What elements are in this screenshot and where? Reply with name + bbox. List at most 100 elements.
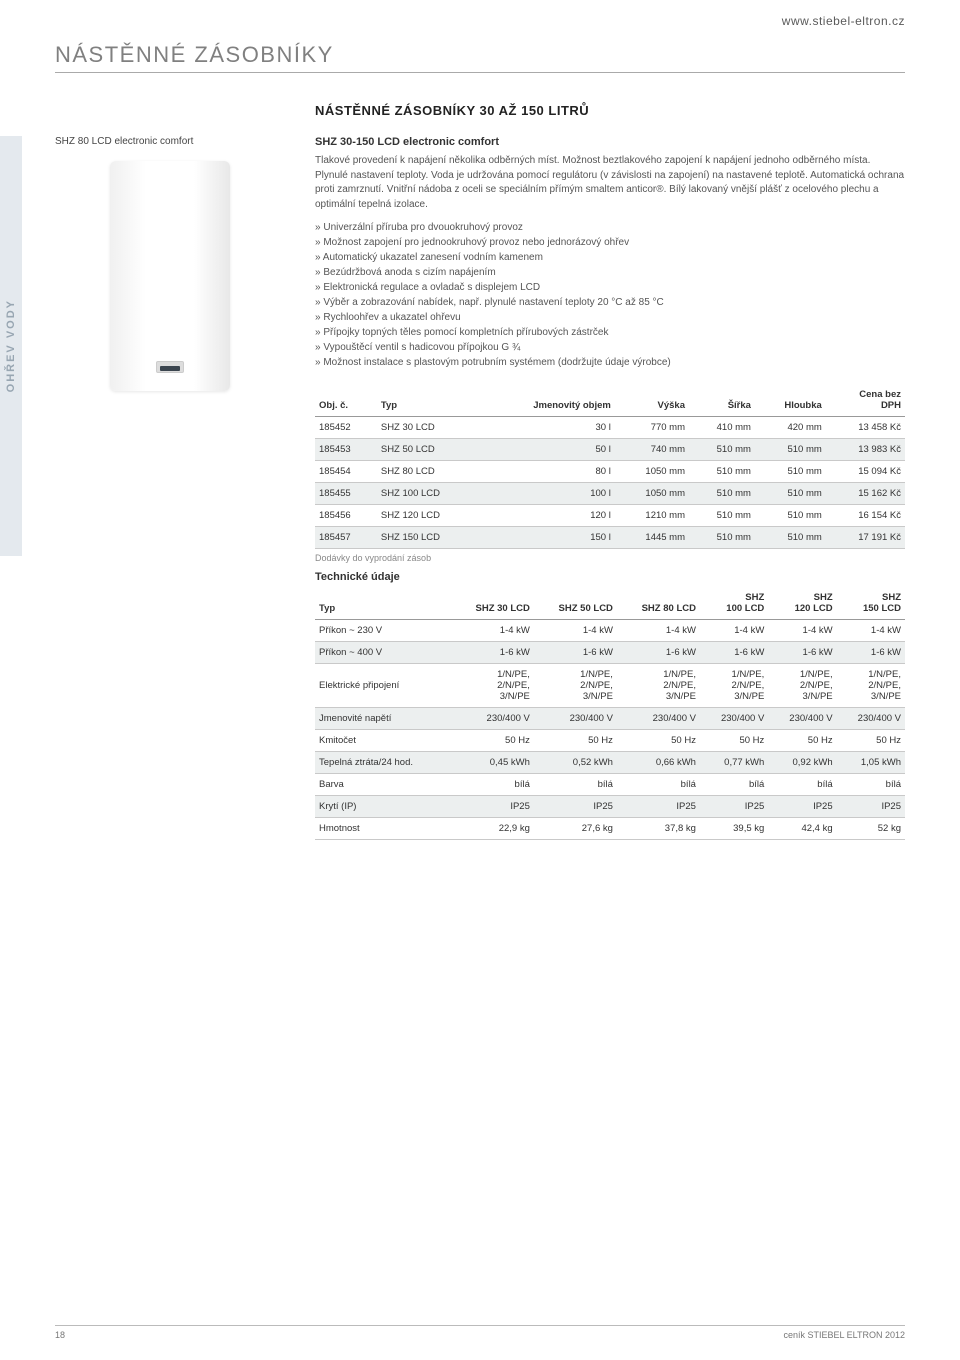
products-th: Hloubka [755,384,826,417]
table-cell: 510 mm [689,461,755,483]
table-cell: SHZ 30 LCD [377,417,482,439]
category-title: NÁSTĚNNÉ ZÁSOBNÍKY [55,42,905,68]
table-cell: Jmenovité napětí [315,708,451,730]
feature-item: Výběr a zobrazování nabídek, např. plynu… [315,295,905,310]
sidebar-tab: OHŘEV VODY [0,136,22,556]
table-cell: 1-4 kW [700,620,768,642]
table-cell: 150 l [481,527,614,549]
table-cell: 1-4 kW [534,620,617,642]
table-cell: 1/N/PE,2/N/PE,3/N/PE [617,664,700,708]
table-cell: 15 162 Kč [826,483,905,505]
table-row: 185452SHZ 30 LCD30 l770 mm410 mm420 mm13… [315,417,905,439]
table-cell: IP25 [837,796,905,818]
product-description: Tlakové provedení k napájení několika od… [315,154,905,212]
delivery-note: Dodávky do vyprodání zásob [315,553,905,563]
tech-th: Typ [315,587,451,620]
table-cell: bílá [837,774,905,796]
tech-th: SHZ100 LCD [700,587,768,620]
table-cell: 1210 mm [615,505,689,527]
table-cell: 410 mm [689,417,755,439]
table-cell: 185454 [315,461,377,483]
tech-th: SHZ120 LCD [768,587,836,620]
tech-th: SHZ 30 LCD [451,587,534,620]
tech-th: SHZ150 LCD [837,587,905,620]
table-cell: 42,4 kg [768,818,836,840]
table-cell: 230/400 V [837,708,905,730]
table-cell: 185456 [315,505,377,527]
footer-text: ceník STIEBEL ELTRON 2012 [783,1330,905,1340]
table-cell: 52 kg [837,818,905,840]
title-divider [55,72,905,73]
table-cell: Elektrické připojení [315,664,451,708]
table-row: Hmotnost22,9 kg27,6 kg37,8 kg39,5 kg42,4… [315,818,905,840]
table-cell: 510 mm [689,483,755,505]
table-cell: 1-6 kW [837,642,905,664]
feature-item: Bezúdržbová anoda s cizím napájením [315,265,905,280]
tech-th: SHZ 80 LCD [617,587,700,620]
product-code: SHZ 30-150 LCD electronic comfort [315,136,905,148]
table-cell: Krytí (IP) [315,796,451,818]
table-cell: 1/N/PE,2/N/PE,3/N/PE [837,664,905,708]
table-cell: 1-6 kW [768,642,836,664]
table-cell: 1-4 kW [617,620,700,642]
product-image [110,161,230,391]
feature-item: Rychloohřev a ukazatel ohřevu [315,310,905,325]
table-row: Kmitočet50 Hz50 Hz50 Hz50 Hz50 Hz50 Hz [315,730,905,752]
table-cell: 420 mm [755,417,826,439]
table-cell: SHZ 150 LCD [377,527,482,549]
table-cell: Příkon ~ 230 V [315,620,451,642]
products-th: Typ [377,384,482,417]
table-cell: 510 mm [755,505,826,527]
table-cell: 100 l [481,483,614,505]
table-row: 185453SHZ 50 LCD50 l740 mm510 mm510 mm13… [315,439,905,461]
table-cell: bílá [534,774,617,796]
table-row: 185456SHZ 120 LCD120 l1210 mm510 mm510 m… [315,505,905,527]
table-row: Barvabílábílábílábílábílábílá [315,774,905,796]
feature-item: Vypouštěcí ventil s hadicovou přípojkou … [315,340,905,355]
table-cell: IP25 [451,796,534,818]
page-number: 18 [55,1330,65,1340]
table-cell: 1050 mm [615,461,689,483]
table-row: Elektrické připojení1/N/PE,2/N/PE,3/N/PE… [315,664,905,708]
table-cell: IP25 [768,796,836,818]
table-row: 185457SHZ 150 LCD150 l1445 mm510 mm510 m… [315,527,905,549]
table-row: Jmenovité napětí230/400 V230/400 V230/40… [315,708,905,730]
feature-item: Možnost instalace s plastovým potrubním … [315,355,905,370]
table-cell: 1,05 kWh [837,752,905,774]
table-cell: 16 154 Kč [826,505,905,527]
table-cell: bílá [451,774,534,796]
table-cell: 740 mm [615,439,689,461]
table-cell: 50 Hz [700,730,768,752]
products-th: Šířka [689,384,755,417]
table-cell: Kmitočet [315,730,451,752]
table-cell: 50 Hz [534,730,617,752]
products-table: Obj. č.TypJmenovitý objemVýškaŠířkaHloub… [315,384,905,549]
table-cell: 770 mm [615,417,689,439]
table-cell: 1-6 kW [451,642,534,664]
product-image-caption: SHZ 80 LCD electronic comfort [55,136,285,147]
sidebar-tab-label: OHŘEV VODY [5,299,17,392]
tech-table: TypSHZ 30 LCDSHZ 50 LCDSHZ 80 LCDSHZ100 … [315,587,905,840]
table-cell: 510 mm [755,461,826,483]
table-cell: Hmotnost [315,818,451,840]
table-cell: IP25 [617,796,700,818]
table-row: Krytí (IP)IP25IP25IP25IP25IP25IP25 [315,796,905,818]
table-cell: 185457 [315,527,377,549]
table-cell: 1/N/PE,2/N/PE,3/N/PE [768,664,836,708]
site-url: www.stiebel-eltron.cz [782,14,905,28]
feature-item: Přípojky topných těles pomocí kompletníc… [315,325,905,340]
feature-item: Univerzální příruba pro dvouokruhový pro… [315,220,905,235]
table-cell: 1/N/PE,2/N/PE,3/N/PE [451,664,534,708]
feature-item: Automatický ukazatel zanesení vodním kam… [315,250,905,265]
products-th: Obj. č. [315,384,377,417]
table-row: Příkon ~ 400 V1-6 kW1-6 kW1-6 kW1-6 kW1-… [315,642,905,664]
table-cell: 0,45 kWh [451,752,534,774]
table-cell: 50 l [481,439,614,461]
table-cell: 230/400 V [617,708,700,730]
table-cell: Barva [315,774,451,796]
table-cell: 230/400 V [700,708,768,730]
table-cell: 50 Hz [617,730,700,752]
table-row: 185455SHZ 100 LCD100 l1050 mm510 mm510 m… [315,483,905,505]
table-cell: 185453 [315,439,377,461]
table-cell: 17 191 Kč [826,527,905,549]
